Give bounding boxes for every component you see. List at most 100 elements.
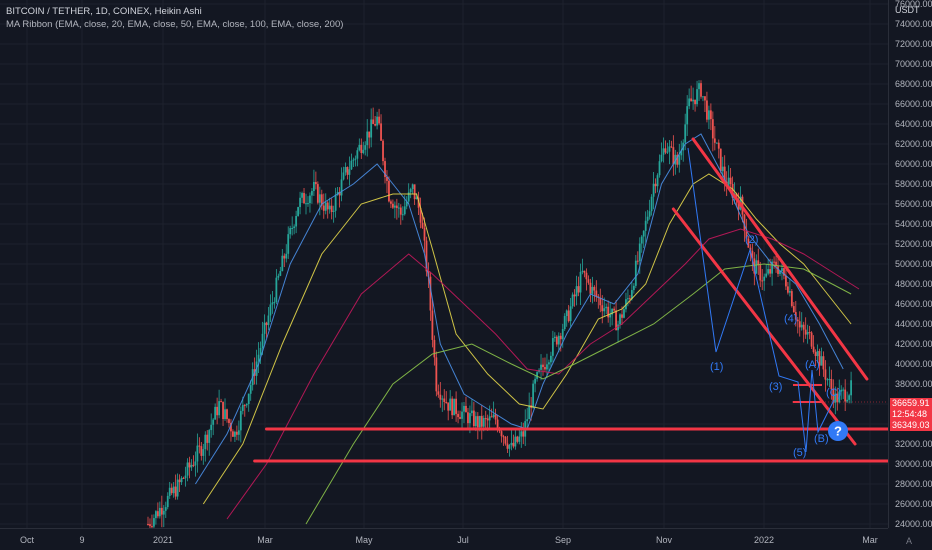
time-tick-label: May (355, 535, 373, 545)
candle-body (305, 203, 307, 205)
wave-annotations[interactable]: (1) (2) (3) (4) (5) (A) (B) (C)? (687, 147, 848, 459)
price-tick-label: 26000.00 (895, 499, 932, 509)
candle-body (390, 201, 392, 204)
candle-body (765, 273, 768, 277)
candle-body (634, 260, 637, 286)
candle-body (214, 406, 217, 420)
candle-body (334, 194, 337, 211)
candle-body (374, 123, 377, 126)
candle-body (723, 166, 726, 182)
candle-body (601, 305, 604, 312)
price-tick-label: 24000.00 (895, 519, 932, 529)
candle-body (542, 364, 544, 368)
candle-body (395, 205, 398, 209)
candle-body (676, 154, 679, 165)
candle-body (194, 461, 197, 466)
candle-body (640, 236, 643, 244)
auto-scale-icon[interactable]: A (906, 536, 913, 546)
candle-body (798, 321, 801, 328)
candle-body (467, 412, 469, 424)
wave-label: (C) (826, 387, 841, 399)
candle-body (324, 202, 327, 211)
candle-body (151, 526, 153, 528)
candle-body (715, 142, 718, 144)
candle-body (603, 308, 606, 312)
candle-body (526, 419, 529, 422)
candle-body (380, 123, 382, 141)
candle-body (407, 192, 410, 202)
candle-series (147, 80, 852, 537)
candle-body (230, 422, 232, 432)
candle-body (660, 154, 663, 162)
candle-body (551, 338, 554, 356)
candle-body (241, 405, 244, 411)
candle-body (336, 192, 339, 195)
candle-body (802, 324, 805, 330)
candle-body (210, 424, 213, 431)
currency-label[interactable]: USDT (895, 5, 920, 15)
candle-body (188, 462, 191, 468)
candle-body (500, 431, 503, 437)
candle-body (672, 147, 675, 165)
chart-pane[interactable]: (1) (2) (3) (4) (5) (A) (B) (C)? BITCOIN / TETH… (0, 0, 928, 537)
candle-body (743, 214, 746, 232)
candle-body (257, 354, 260, 362)
secondary-price-tag: 36349.03 (890, 420, 932, 431)
candle-body (474, 416, 477, 427)
symbol-title[interactable]: BITCOIN / TETHER, 1D, COINEX, Heikin Ash… (6, 6, 202, 17)
candle-body (806, 332, 809, 335)
candle-body (550, 355, 552, 363)
candle-body (680, 150, 683, 156)
price-axis[interactable]: USDT 76000.00 74000.00 72000.00 70000.00 680… (888, 0, 932, 546)
candle-body (668, 146, 671, 152)
price-chart[interactable]: (1) (2) (3) (4) (5) (A) (B) (C)? (0, 0, 928, 537)
candle-body (311, 191, 313, 196)
candle-body (688, 98, 691, 107)
last-price-tag: 36659.91 (890, 398, 932, 409)
candle-body (698, 83, 700, 90)
trendline-1 (691, 137, 869, 381)
candle-body (287, 234, 290, 254)
indicator-legend[interactable]: MA Ribbon (EMA, close, 20, EMA, close, 5… (6, 19, 344, 30)
candle-body (320, 194, 323, 206)
candle-body (204, 434, 207, 450)
candle-body (170, 487, 173, 494)
candle-body (421, 222, 424, 228)
candle-body (573, 294, 576, 297)
candle-body (431, 310, 434, 340)
price-tick-label: 68000.00 (895, 79, 932, 89)
candle-body (617, 324, 619, 331)
price-tick-label: 42000.00 (895, 339, 932, 349)
candle-body (476, 416, 479, 428)
time-axis[interactable]: Oct 9 2021 Mar May Jul Sep Nov 2022 Mar (0, 528, 888, 550)
candle-body (690, 98, 693, 102)
candle-body (208, 430, 211, 443)
candle-body (514, 436, 517, 447)
price-tick-label: 72000.00 (895, 39, 932, 49)
candle-body (291, 227, 294, 229)
candle-body (796, 319, 799, 322)
trendlines[interactable] (253, 137, 928, 463)
price-tick-label: 70000.00 (895, 59, 932, 69)
time-tick-label: Jul (457, 535, 469, 545)
price-tick-label: 60000.00 (895, 159, 932, 169)
candle-body (836, 393, 839, 403)
candle-body (721, 166, 724, 172)
question-icon[interactable] (828, 421, 848, 441)
candle-body (548, 362, 550, 365)
candle-body (591, 286, 594, 294)
candle-body (810, 332, 813, 347)
candle-body (510, 442, 513, 446)
candle-body (648, 211, 651, 217)
candle-body (342, 172, 345, 180)
wave-path (687, 147, 835, 453)
candle-body (636, 260, 639, 262)
candle-body (848, 395, 851, 400)
wave-label: (1) (710, 361, 723, 373)
candle-body (621, 314, 623, 318)
candle-body (182, 477, 185, 479)
candle-body (176, 479, 179, 497)
candle-body (595, 290, 598, 297)
candle-body (147, 524, 149, 525)
candle-body (465, 405, 467, 413)
